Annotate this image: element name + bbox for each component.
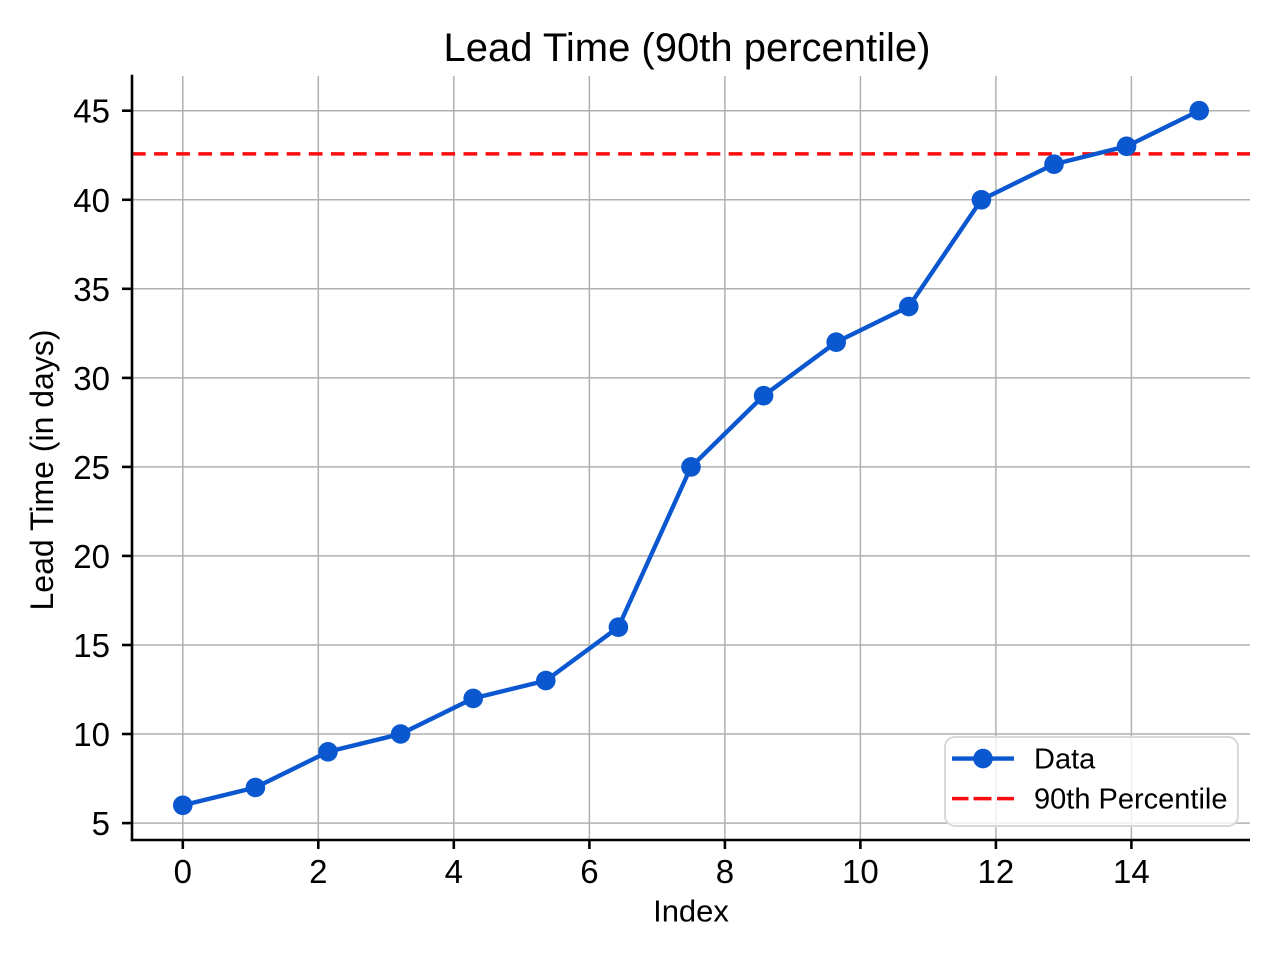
svg-text:12: 12 xyxy=(978,853,1015,890)
svg-text:45: 45 xyxy=(73,93,110,130)
svg-text:5: 5 xyxy=(92,805,110,842)
svg-text:Lead Time (in days): Lead Time (in days) xyxy=(24,329,60,610)
svg-text:4: 4 xyxy=(445,853,463,890)
svg-text:30: 30 xyxy=(73,360,110,397)
svg-text:20: 20 xyxy=(73,538,110,575)
svg-text:10: 10 xyxy=(842,853,879,890)
svg-text:40: 40 xyxy=(73,182,110,219)
svg-text:35: 35 xyxy=(73,271,110,308)
svg-text:Data: Data xyxy=(1034,744,1096,776)
svg-text:14: 14 xyxy=(1113,853,1150,890)
svg-text:0: 0 xyxy=(174,853,192,890)
svg-text:15: 15 xyxy=(73,627,110,664)
svg-text:25: 25 xyxy=(73,449,110,486)
svg-text:2: 2 xyxy=(309,853,327,890)
svg-text:10: 10 xyxy=(73,716,110,753)
svg-text:90th Percentile: 90th Percentile xyxy=(1034,784,1227,816)
svg-text:6: 6 xyxy=(580,853,598,890)
svg-text:8: 8 xyxy=(716,853,734,890)
svg-text:Lead Time (90th percentile): Lead Time (90th percentile) xyxy=(444,26,931,70)
svg-text:Index: Index xyxy=(653,894,729,929)
